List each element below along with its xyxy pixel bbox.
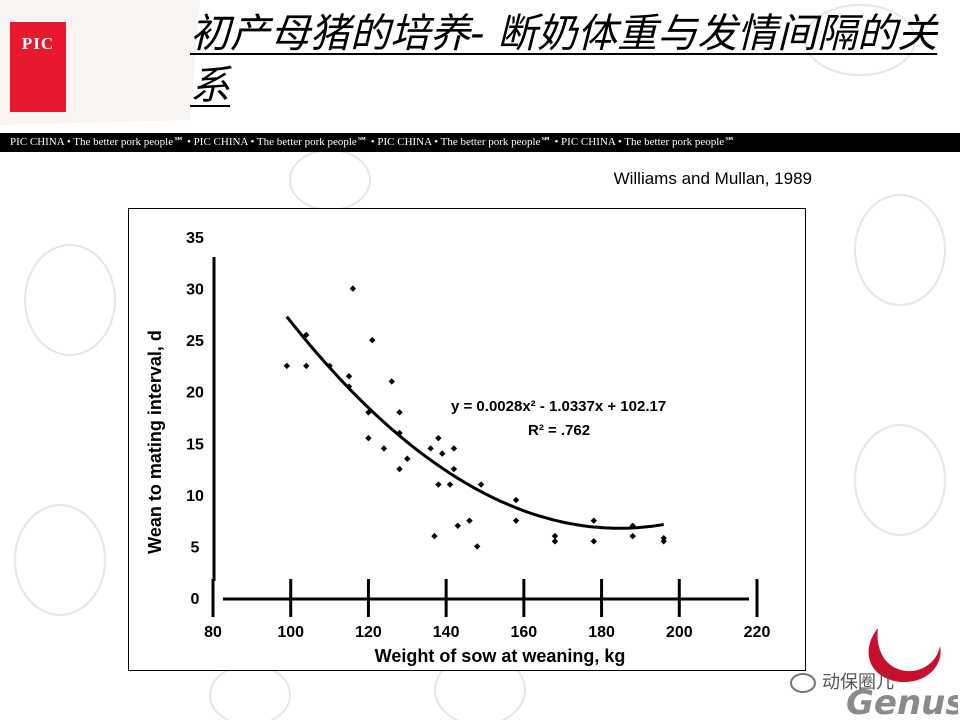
y-tick-label: 30 bbox=[186, 282, 204, 299]
genus-logo: Genus bbox=[846, 628, 958, 720]
data-point bbox=[454, 522, 461, 529]
y-tick-label: 15 bbox=[186, 436, 204, 453]
x-tick-label: 200 bbox=[666, 624, 693, 641]
y-tick-label: 10 bbox=[186, 488, 204, 505]
data-point bbox=[660, 534, 667, 542]
data-points bbox=[283, 285, 667, 550]
data-point bbox=[512, 517, 520, 524]
x-tick-label: 80 bbox=[204, 624, 222, 641]
y-tick-label: 35 bbox=[186, 230, 204, 247]
y-tick-label: 0 bbox=[191, 591, 200, 608]
pic-logo: PIC bbox=[10, 22, 66, 112]
data-point bbox=[450, 465, 458, 473]
wechat-icon bbox=[790, 673, 816, 693]
watermark-text: 动保圈儿 bbox=[822, 672, 894, 693]
data-point bbox=[590, 538, 597, 545]
data-point bbox=[369, 336, 376, 344]
data-point bbox=[283, 362, 291, 370]
data-point bbox=[512, 496, 520, 504]
data-point bbox=[435, 434, 442, 442]
data-point bbox=[551, 538, 559, 545]
slide-title: 初产母猪的培养- 断奶体重与发情间隔的关系 bbox=[190, 11, 938, 109]
y-tick-label: 5 bbox=[191, 539, 200, 556]
data-point bbox=[396, 409, 403, 416]
x-tick-label: 100 bbox=[277, 624, 304, 641]
trendline-equation: y = 0.0028x² - 1.0337x + 102.17 bbox=[451, 398, 666, 415]
data-point bbox=[590, 517, 597, 524]
data-point bbox=[380, 445, 388, 452]
x-axis: 80 100 120 140 160 180 200 220 bbox=[204, 579, 770, 641]
data-point bbox=[303, 362, 310, 370]
scatter-chart: 0 5 10 15 20 25 30 35 80 100 120 140 160 180 200 220 y… bbox=[145, 230, 770, 666]
data-point bbox=[396, 465, 403, 473]
trendline bbox=[285, 315, 664, 530]
y-tick-label: 25 bbox=[186, 333, 204, 350]
data-point bbox=[365, 434, 372, 442]
data-point bbox=[303, 331, 310, 339]
data-point bbox=[427, 445, 434, 452]
x-tick-label: 120 bbox=[355, 624, 382, 641]
x-tick-label: 160 bbox=[511, 624, 538, 641]
data-point bbox=[446, 481, 454, 488]
x-axis-label: Weight of sow at weaning, kg bbox=[375, 646, 626, 666]
data-point bbox=[345, 373, 353, 380]
chart-frame: 0 5 10 15 20 25 30 35 80 100 120 140 160 180 200 220 y… bbox=[128, 208, 806, 671]
x-tick-label: 140 bbox=[433, 624, 460, 641]
data-point bbox=[450, 445, 458, 452]
data-point bbox=[404, 455, 411, 462]
y-tick-label: 20 bbox=[186, 385, 204, 402]
r-squared-label: R² = .762 bbox=[528, 422, 590, 439]
genus-wordmark: Genus bbox=[846, 683, 958, 720]
data-point bbox=[474, 543, 481, 550]
data-point bbox=[439, 450, 446, 457]
data-point bbox=[435, 481, 442, 488]
data-point bbox=[388, 378, 395, 385]
y-axis: 0 5 10 15 20 25 30 35 bbox=[186, 230, 216, 608]
x-tick-label: 220 bbox=[744, 624, 771, 641]
x-tick-label: 180 bbox=[588, 624, 615, 641]
pic-logo-text: PIC bbox=[21, 34, 55, 53]
y-axis-label: Wean to mating interval, d bbox=[145, 330, 165, 554]
data-point bbox=[466, 517, 473, 524]
wechat-watermark: 动保圈儿 bbox=[790, 668, 894, 694]
pic-banner: PIC CHINA • The better pork people℠ • PI… bbox=[0, 133, 960, 152]
citation: Williams and Mullan, 1989 bbox=[613, 169, 812, 188]
data-point bbox=[629, 532, 636, 540]
data-point bbox=[431, 532, 438, 540]
data-point bbox=[477, 481, 485, 488]
data-point bbox=[349, 285, 357, 292]
